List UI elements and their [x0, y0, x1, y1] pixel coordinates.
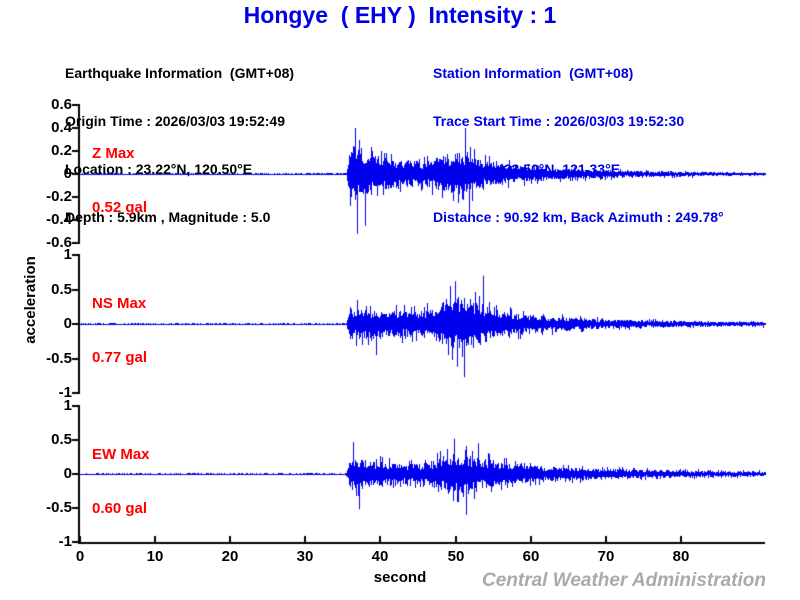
x-tick-label: 30 [296, 548, 314, 565]
y-tick-label: 0.4 [51, 119, 72, 136]
y-tick-label: 0 [63, 465, 72, 482]
trace-start-time: Trace Start Time : 2026/03/03 19:52:30 [433, 113, 685, 129]
earthquake-info-block: Earthquake Information (GMT+08) Origin T… [65, 33, 294, 257]
y-tick-label: -0.2 [46, 188, 72, 205]
x-tick-label: 50 [447, 548, 465, 565]
x-tick-label: 20 [221, 548, 239, 565]
station-info-heading: Station Information (GMT+08) [433, 65, 634, 81]
ew-max-value: 0.60 gal [92, 500, 148, 517]
y-tick-label: 0.5 [51, 431, 72, 448]
ew-max-title: EW Max [92, 446, 150, 463]
origin-time: Origin Time : 2026/03/03 19:52:49 [65, 113, 285, 129]
y-tick-label: -1 [58, 533, 72, 550]
x-axis-label: second [373, 569, 427, 586]
ns-max-label: NS Max 0.77 gal [92, 259, 147, 403]
ew-max-label: EW Max 0.60 gal [92, 410, 150, 554]
y-tick-label: 1 [63, 246, 72, 263]
ns-max-value: 0.77 gal [92, 349, 148, 366]
ns-max-title: NS Max [92, 295, 147, 312]
x-tick-label: 80 [672, 548, 690, 565]
y-tick-label: 1 [63, 397, 72, 414]
z-max-title: Z Max [92, 145, 135, 162]
y-tick-label: 0.6 [51, 96, 72, 113]
x-tick-label: 10 [146, 548, 164, 565]
y-tick-label: 0 [63, 315, 72, 332]
y-tick-label: -0.6 [46, 234, 72, 251]
page-title: Hongye ( EHY ) Intensity : 1 [243, 2, 557, 28]
x-tick-label: 60 [522, 548, 540, 565]
distance-back-azimuth: Distance : 90.92 km, Back Azimuth : 249.… [433, 209, 724, 225]
y-tick-label: -1 [58, 384, 72, 401]
y-tick-label: -0.4 [46, 211, 72, 228]
z-max-label: Z Max 0.52 gal [92, 109, 147, 253]
y-tick-label: -0.5 [46, 499, 72, 516]
y-tick-label: 0 [63, 165, 72, 182]
x-tick-label: 40 [371, 548, 389, 565]
watermark: Central Weather Administration [482, 570, 766, 591]
earthquake-info-heading: Earthquake Information (GMT+08) [65, 65, 295, 81]
x-tick-label: 0 [75, 548, 85, 565]
y-tick-label: -0.5 [46, 350, 72, 367]
epicenter-location: Location : 23.22°N, 120.50°E [65, 161, 253, 177]
station-location: Location : 23.50°N, 121.33°E [433, 161, 621, 177]
depth-magnitude: Depth : 5.9km , Magnitude : 5.0 [65, 209, 271, 225]
x-tick-label: 70 [597, 548, 615, 565]
y-tick-label: 0.5 [51, 281, 72, 298]
y-tick-label: 0.2 [51, 142, 72, 159]
station-info-block: Station Information (GMT+08) Trace Start… [433, 33, 724, 257]
z-max-value: 0.52 gal [92, 199, 148, 216]
